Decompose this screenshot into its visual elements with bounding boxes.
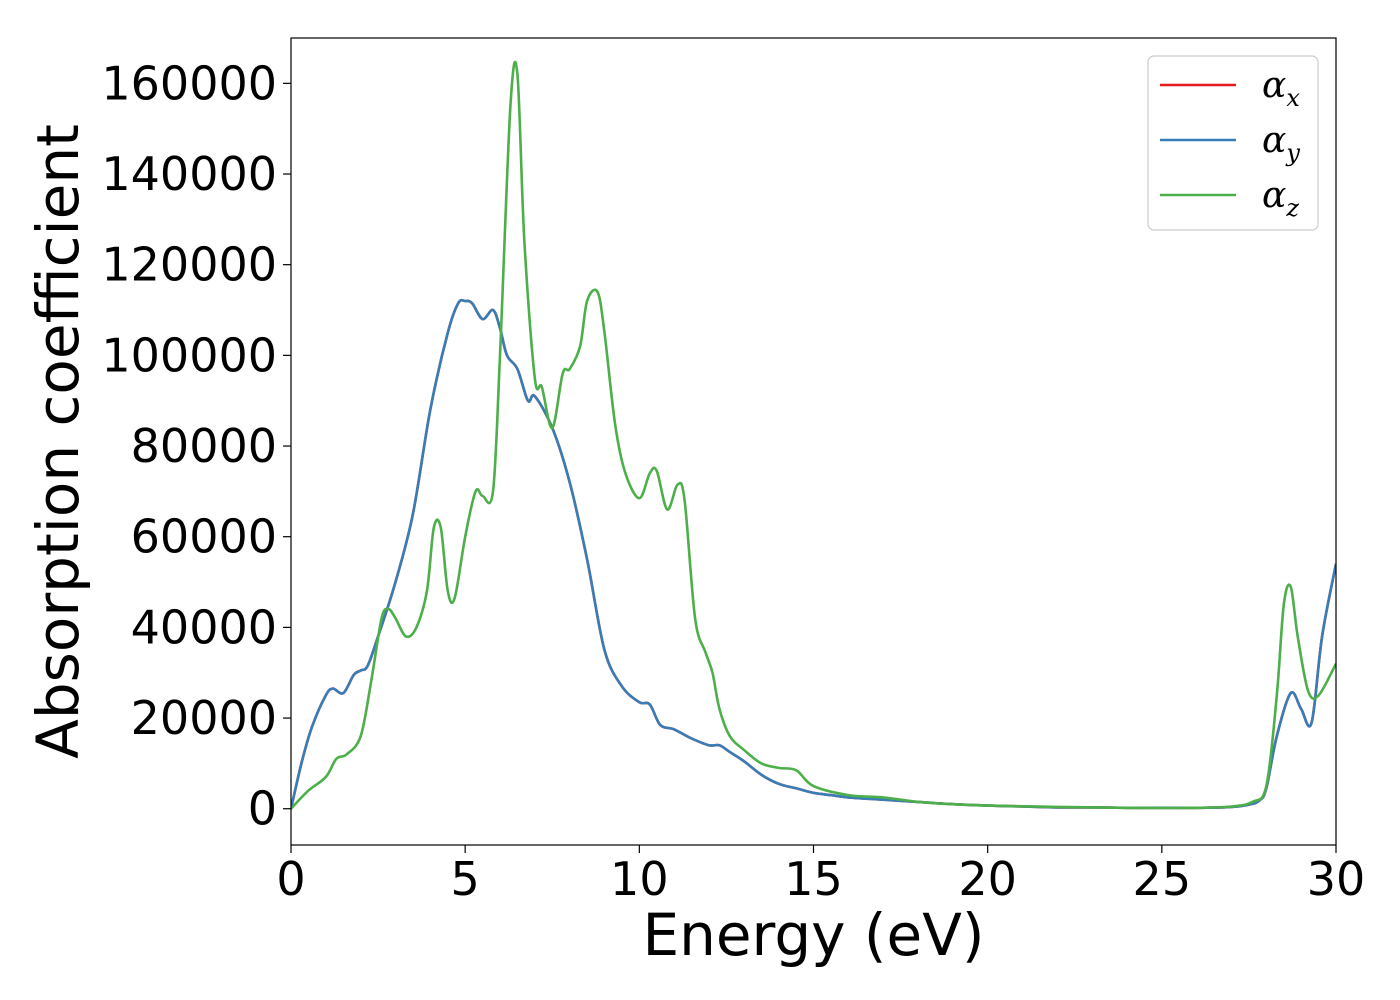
y-axis-ticks: 0 20000 40000 60000 80000 100000 120000 140000 1… (101, 56, 291, 836)
y-tick-label: 140000 (101, 147, 277, 201)
y-tick-label: 120000 (101, 238, 277, 292)
x-axis-ticks: 0 5 10 15 20 25 30 (276, 845, 1365, 906)
legend-label-y: αy (1262, 120, 1300, 167)
x-tick-label: 20 (958, 852, 1017, 906)
legend-box (1147, 55, 1319, 231)
y-tick-label: 0 (248, 782, 277, 836)
series-line-y (291, 298, 1336, 810)
series-line-x (291, 298, 1336, 810)
y-tick-label: 100000 (101, 328, 277, 382)
y-tick-label: 20000 (131, 691, 277, 745)
y-axis-title: Absorption coefficient (24, 124, 92, 759)
legend-label-z: αz (1262, 175, 1299, 222)
x-tick-label: 10 (610, 852, 669, 906)
x-axis-title: Energy (eV) (642, 901, 984, 969)
series-layer (291, 60, 1336, 810)
y-tick-label: 60000 (131, 510, 277, 564)
x-tick-label: 25 (1133, 852, 1192, 906)
x-tick-label: 15 (784, 852, 843, 906)
legend: αx αy αz (1147, 55, 1319, 231)
x-tick-label: 0 (276, 852, 305, 906)
series-line-z (291, 60, 1336, 810)
y-tick-label: 160000 (101, 56, 277, 110)
y-tick-label: 40000 (131, 600, 277, 654)
legend-label-x: αx (1262, 65, 1300, 112)
x-tick-label: 30 (1307, 852, 1366, 906)
x-tick-label: 5 (451, 852, 480, 906)
y-tick-label: 80000 (131, 419, 277, 473)
